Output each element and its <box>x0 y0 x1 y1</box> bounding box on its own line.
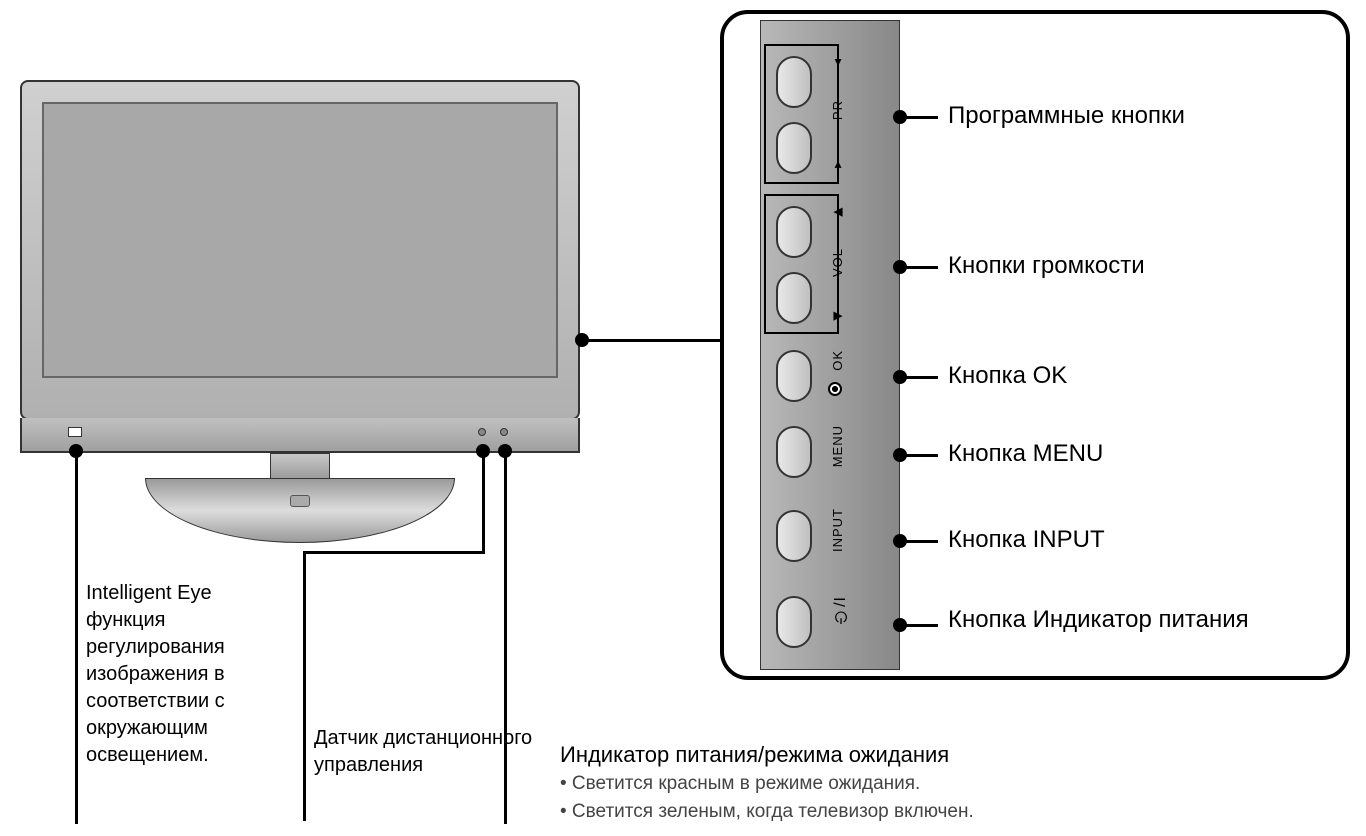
leader-hline-remote <box>303 551 485 554</box>
pr-up-button[interactable] <box>776 56 812 108</box>
input-button[interactable] <box>776 510 812 562</box>
tv-stand-neck <box>270 453 330 481</box>
diagram-container: ▲ PR ▼ ▶ VOL ◀ OK MENU INPUT ⏻/I Програм… <box>0 0 1366 836</box>
intelligent-eye-sensor <box>68 427 82 437</box>
leader-vline-remote1 <box>482 454 485 554</box>
pr-down-arrow-icon: ▼ <box>831 158 845 172</box>
vol-left-arrow-icon: ◀ <box>831 310 845 324</box>
leader-line-input <box>903 540 938 543</box>
pr-up-arrow-icon: ▲ <box>831 56 845 70</box>
leader-line-tv-to-panel <box>585 339 720 342</box>
input-label: INPUT <box>830 508 845 552</box>
leader-line-menu <box>903 454 938 457</box>
ok-button[interactable] <box>776 350 812 402</box>
menu-button[interactable] <box>776 426 812 478</box>
ok-circle-icon <box>828 382 842 396</box>
tv-frame <box>20 80 580 420</box>
label-remote-sensor: Датчик дистанционного управления <box>314 725 534 779</box>
pr-down-button[interactable] <box>776 122 812 174</box>
leader-line-ok <box>903 376 938 379</box>
power-indicator-dot <box>500 428 508 436</box>
vol-up-button[interactable] <box>776 206 812 258</box>
label-program-buttons: Программные кнопки <box>948 102 1185 130</box>
stand-button <box>290 495 310 507</box>
leader-line-pr <box>903 116 938 119</box>
label-input-button: Кнопка INPUT <box>948 526 1105 554</box>
tv-stand-base <box>145 478 455 543</box>
power-indicator-bullet1: • Светится красным в режиме ожидания. <box>560 770 920 798</box>
vol-right-arrow-icon: ▶ <box>831 206 845 220</box>
tv-screen <box>42 102 558 378</box>
power-indicator-bullet2: • Светится зеленым, когда телевизор вклю… <box>560 798 974 826</box>
vol-down-button[interactable] <box>776 272 812 324</box>
leader-vline-eye <box>75 454 78 824</box>
leader-vline-pind <box>504 454 507 824</box>
pr-label: PR <box>830 100 845 120</box>
power-indicator-title: Индикатор питания/режима ожидания <box>560 740 949 770</box>
label-intelligent-eye: Intelligent Eye функция регулирования из… <box>86 580 286 769</box>
label-power-button: Кнопка Индикатор питания <box>948 606 1258 634</box>
power-button[interactable] <box>776 596 812 648</box>
tv-chin <box>20 418 580 453</box>
label-ok-button: Кнопка OK <box>948 362 1067 390</box>
menu-label: MENU <box>830 425 845 467</box>
remote-sensor-dot <box>478 428 486 436</box>
ok-label: OK <box>830 350 845 371</box>
label-volume-buttons: Кнопки громкости <box>948 252 1145 280</box>
label-menu-button: Кнопка MENU <box>948 440 1103 468</box>
power-label: ⏻/I <box>832 596 850 624</box>
leader-line-vol <box>903 266 938 269</box>
leader-vline-remote2 <box>303 551 306 821</box>
leader-line-power <box>903 624 938 627</box>
vol-label: VOL <box>830 248 845 277</box>
